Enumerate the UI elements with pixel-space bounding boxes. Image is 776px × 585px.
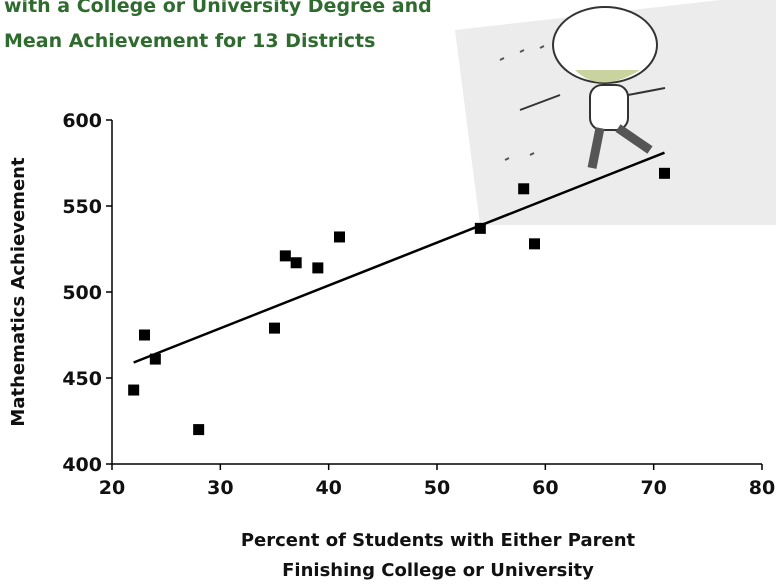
- y-tick-label: 400: [62, 454, 102, 476]
- point: [139, 329, 150, 341]
- x-axis-label: Finishing College or University: [282, 560, 594, 581]
- point: [529, 238, 540, 250]
- point: [149, 353, 161, 365]
- point: [518, 183, 530, 195]
- point: [279, 250, 291, 262]
- illustration: [455, 0, 776, 225]
- point: [269, 322, 280, 334]
- y-tick-label: 550: [62, 196, 102, 218]
- point: [290, 257, 302, 269]
- x-tick-label: 30: [207, 477, 233, 499]
- x-axis-label: Percent of Students with Either Parent: [241, 530, 636, 551]
- y-axis-label: Mathematics Achievement: [8, 157, 29, 427]
- chart-title: Mean Achievement for 13 Districts: [4, 30, 375, 52]
- x-tick-label: 60: [532, 477, 558, 499]
- point: [334, 231, 345, 243]
- x-tick-label: 40: [315, 477, 341, 499]
- y-tick-label: 600: [62, 110, 102, 132]
- x-tick-label: 20: [99, 477, 125, 499]
- point: [312, 262, 324, 274]
- point: [659, 167, 670, 179]
- chart-title: with a College or University Degree and: [4, 0, 432, 17]
- point: [474, 222, 486, 234]
- y-tick-label: 450: [62, 368, 102, 390]
- x-tick-label: 50: [424, 477, 450, 499]
- point: [193, 424, 205, 436]
- x-tick-label: 80: [749, 477, 775, 499]
- point: [128, 384, 140, 396]
- x-tick-label: 70: [640, 477, 666, 499]
- y-tick-label: 500: [62, 282, 102, 304]
- trend-line: [133, 151, 665, 364]
